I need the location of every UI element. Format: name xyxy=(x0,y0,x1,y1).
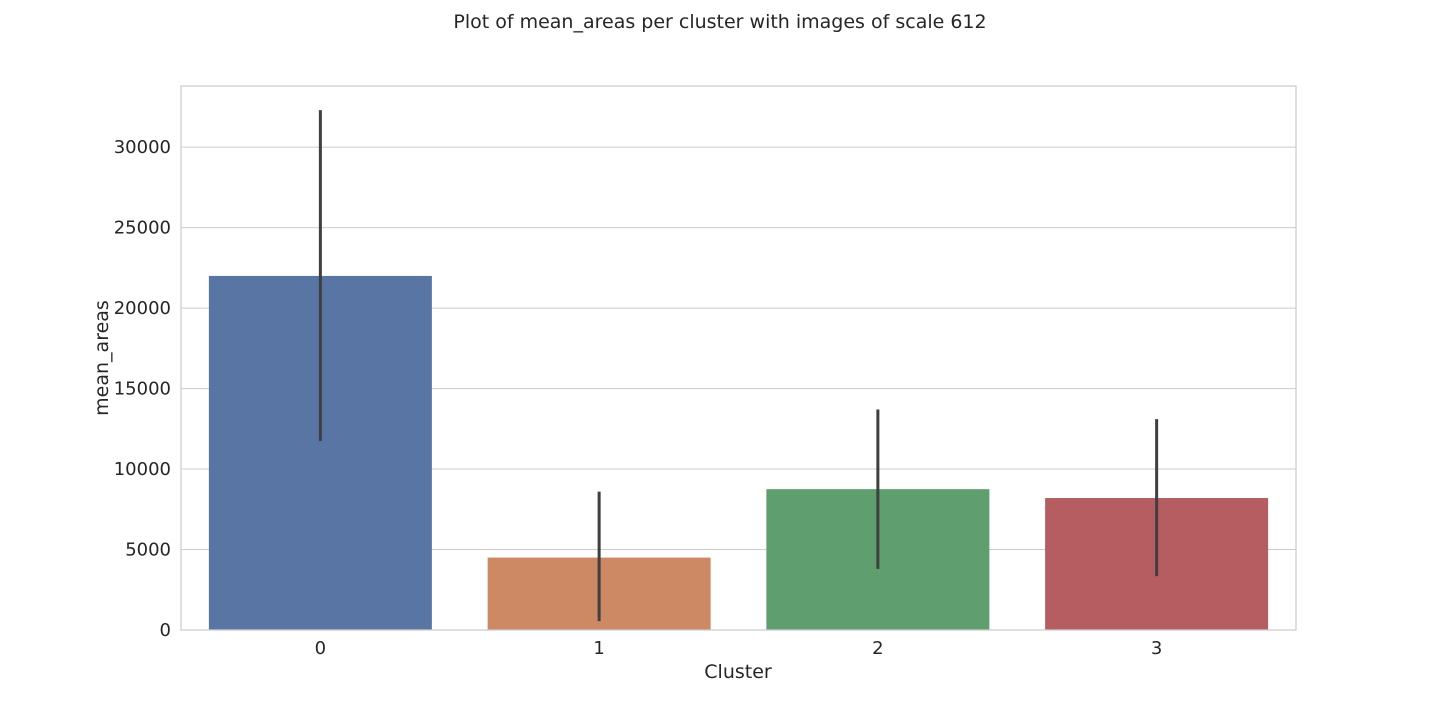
x-tick-labels: 0 1 2 3 xyxy=(315,638,1163,659)
chart-title: Plot of mean_areas per cluster with imag… xyxy=(453,11,986,33)
y-tick-label: 30000 xyxy=(114,137,171,158)
y-tick-label: 15000 xyxy=(114,379,171,400)
y-tick-labels: 0 5000 10000 15000 20000 25000 30000 xyxy=(114,137,171,641)
y-tick-label: 10000 xyxy=(114,459,171,480)
plot-frame xyxy=(180,85,1297,631)
x-tick-label: 0 xyxy=(315,638,326,659)
y-axis-label: mean_areas xyxy=(91,300,113,416)
x-tick-label: 3 xyxy=(1151,638,1162,659)
x-tick-label: 2 xyxy=(872,638,883,659)
y-tick-label: 20000 xyxy=(114,298,171,319)
y-tick-label: 0 xyxy=(160,620,171,641)
bars xyxy=(208,275,1269,630)
x-axis-label: Cluster xyxy=(704,661,772,683)
y-tick-label: 25000 xyxy=(114,218,171,239)
x-tick-label: 1 xyxy=(593,638,604,659)
error-bars xyxy=(318,110,1159,622)
y-tick-label: 5000 xyxy=(125,540,171,561)
